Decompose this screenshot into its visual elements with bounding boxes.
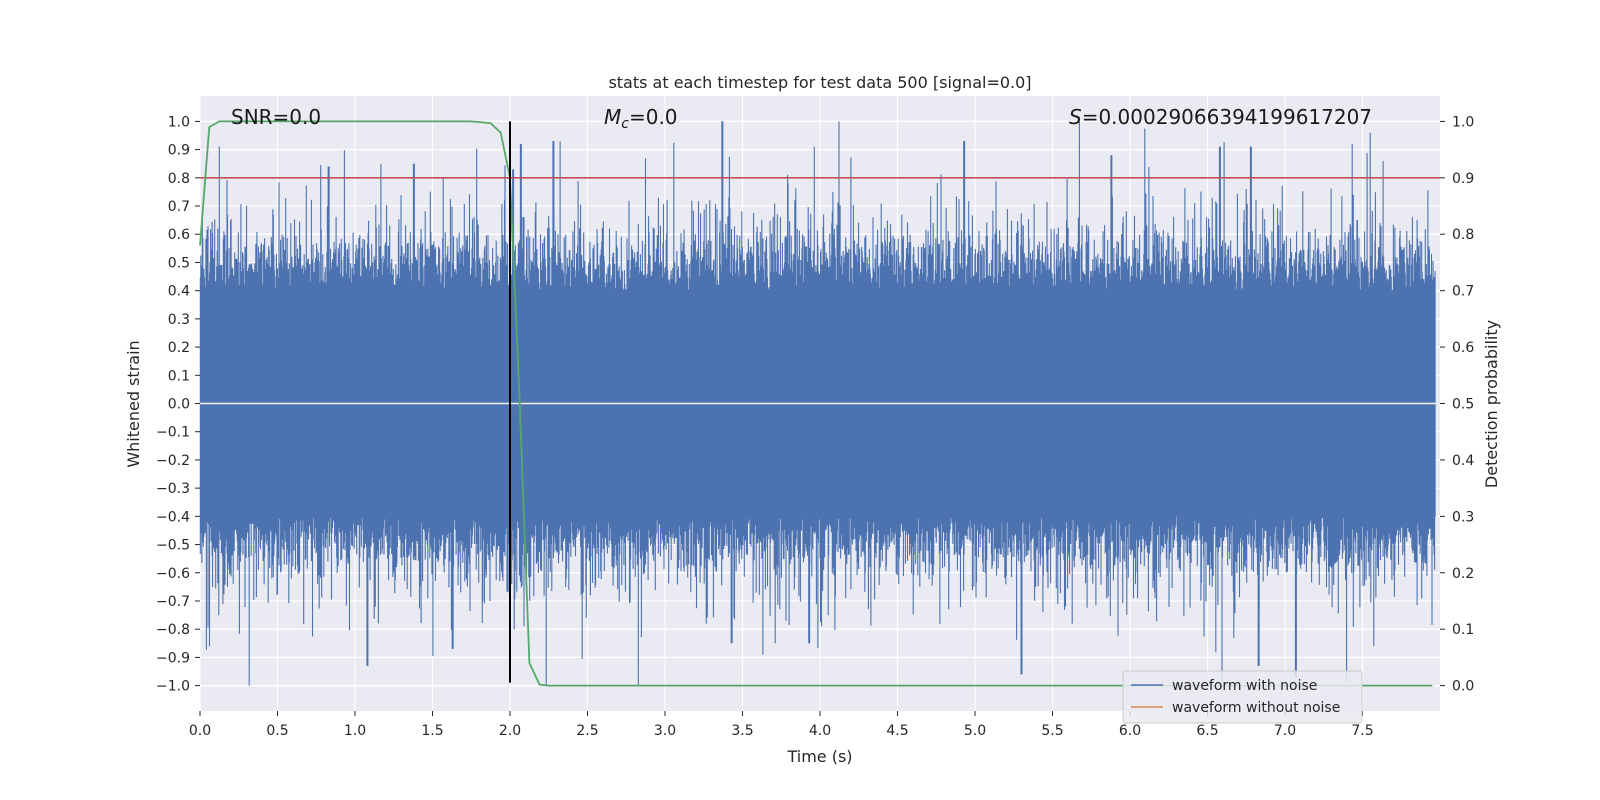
chirp-mass-annotation: Mc=0.0: [604, 105, 678, 132]
x-tick-label: 0.0: [189, 723, 211, 739]
y-tick-label: −0.3: [156, 481, 190, 497]
score-symbol: S: [1069, 105, 1082, 129]
y2-axis-label: Detection probability: [1482, 320, 1501, 488]
x-tick-label: 6.5: [1196, 723, 1218, 739]
y-tick-label: −0.1: [156, 425, 190, 441]
noise-positive-excursions: [199, 121, 1436, 404]
x-axis-label: Time (s): [786, 747, 852, 766]
y2-tick-label: 0.3: [1452, 509, 1474, 525]
y-tick-label: 0.0: [168, 397, 190, 413]
chart-title: stats at each timestep for test data 500…: [608, 73, 1031, 92]
x-tick-label: 7.0: [1274, 723, 1296, 739]
y-axis-label: Whitened strain: [124, 340, 143, 467]
y-tick-label: 1.0: [168, 114, 190, 130]
y-tick-label: −0.2: [156, 453, 190, 469]
y-tick-label: 0.5: [168, 255, 190, 271]
x-tick-label: 0.5: [266, 723, 288, 739]
y-tick-label: 0.9: [168, 143, 190, 159]
x-tick-label: 1.5: [421, 723, 443, 739]
chirp-mass-symbol: M: [604, 105, 621, 129]
y2-tick-label: 0.9: [1452, 171, 1474, 187]
y-tick-label: −0.9: [156, 650, 190, 666]
x-tick-label: 2.0: [499, 723, 521, 739]
y2-tick-label: 0.5: [1452, 397, 1474, 413]
x-tick-label: 2.5: [576, 723, 598, 739]
chirp-mass-value: =0.0: [629, 105, 678, 129]
y-tick-label: −0.6: [156, 566, 190, 582]
y2-tick-label: 0.7: [1452, 284, 1474, 300]
legend: waveform with noise waveform without noi…: [1122, 670, 1363, 724]
y-tick-label: 0.3: [168, 312, 190, 328]
x-tick-label: 3.5: [731, 723, 753, 739]
y2-tick-label: 0.1: [1452, 622, 1474, 638]
score-annotation: S=0.00029066394199617207: [1069, 105, 1372, 129]
x-tick-label: 5.5: [1041, 723, 1063, 739]
y-tick-label: −1.0: [156, 679, 190, 695]
legend-label-waveform-with-noise: waveform with noise: [1172, 678, 1317, 694]
y-tick-label: 0.6: [168, 227, 190, 243]
x-tick-label: 1.0: [344, 723, 366, 739]
y-tick-label: −0.4: [156, 509, 190, 525]
x-tick-label: 4.5: [886, 723, 908, 739]
chirp-mass-subscript: c: [621, 116, 629, 132]
y-tick-label: 0.4: [168, 284, 190, 300]
legend-label-waveform-without-noise: waveform without noise: [1172, 700, 1340, 716]
y2-tick-label: 0.2: [1452, 566, 1474, 582]
x-tick-label: 3.0: [654, 723, 676, 739]
y2-tick-label: 0.6: [1452, 340, 1474, 356]
x-tick-label: 6.0: [1119, 723, 1141, 739]
snr-annotation: SNR=0.0: [231, 105, 321, 129]
y-tick-label: −0.5: [156, 538, 190, 554]
detection-probability-line: [199, 120, 1433, 687]
y2-tick-label: 1.0: [1452, 114, 1474, 130]
y-tick-label: −0.7: [156, 594, 190, 610]
noise-negative-excursions: [199, 403, 1436, 686]
legend-box: [1122, 670, 1363, 724]
y2-tick-label: 0.8: [1452, 227, 1474, 243]
y-tick-label: 0.7: [168, 199, 190, 215]
y-tick-label: 0.8: [168, 171, 190, 187]
y-tick-label: 0.2: [168, 340, 190, 356]
y-tick-label: −0.8: [156, 622, 190, 638]
x-tick-label: 4.0: [809, 723, 831, 739]
y2-tick-label: 0.0: [1452, 679, 1474, 695]
x-tick-label: 7.5: [1351, 723, 1373, 739]
axes: 0.0 0.5 1.0 1.5 2.0 2.5 3.0 3.5 4.0 4.5 5.0 5.5 6.0 6…: [156, 114, 1474, 739]
x-tick-label: 5.0: [964, 723, 986, 739]
y2-tick-label: 0.4: [1452, 453, 1474, 469]
y-tick-label: 0.1: [168, 368, 190, 384]
score-value: =0.00029066394199617207: [1082, 105, 1372, 129]
overlays: [199, 120, 1440, 687]
